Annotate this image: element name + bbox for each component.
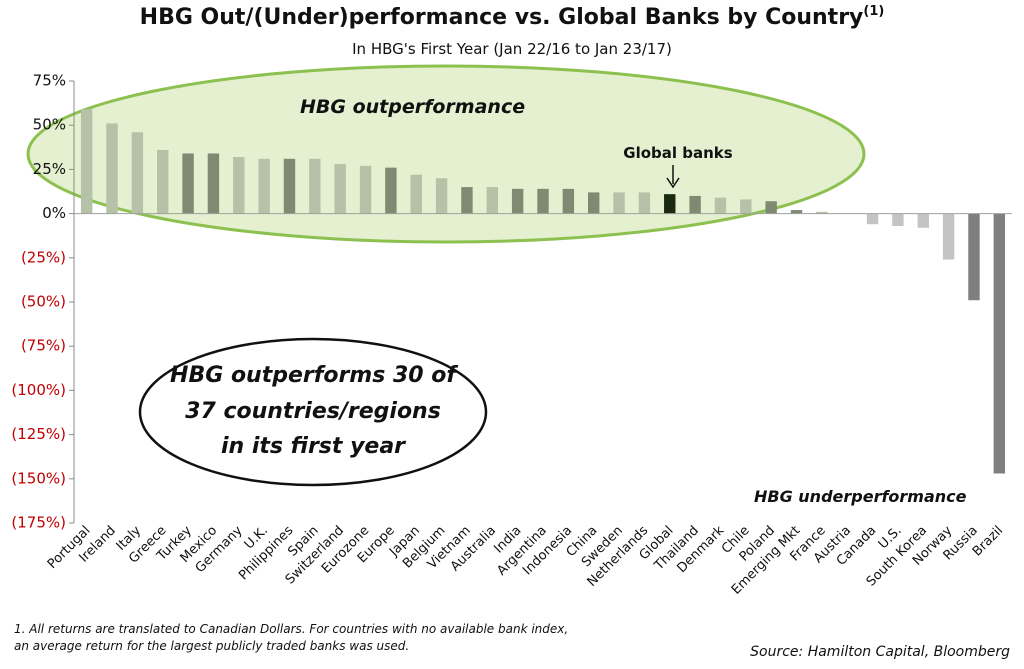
chart-title-text: HBG Out/(Under)performance vs. Global Ba… (139, 5, 864, 30)
outperformance-ellipse (26, 64, 866, 244)
bar-thailand (689, 195, 701, 214)
footnote-line-1: 1. All returns are translated to Canadia… (14, 622, 569, 636)
bar-norway (942, 213, 955, 260)
bar-canada (866, 213, 879, 225)
bar-portugal (80, 109, 93, 214)
bar-france (816, 211, 828, 214)
bar-belgium (435, 178, 448, 214)
outperformance-label: HBG outperformance (300, 96, 525, 118)
y-tick-label: (125%) (11, 425, 66, 443)
bar-global (664, 194, 676, 214)
y-tick-label: (50%) (21, 293, 66, 311)
footnote: 1. All returns are translated to Canadia… (14, 621, 654, 655)
bar-vietnam (461, 187, 473, 214)
bar-emerging-mkt (790, 210, 803, 214)
source-note: Source: Hamilton Capital, Bloomberg (750, 644, 1010, 660)
bar-china (587, 192, 600, 214)
bar-philippines (283, 158, 296, 214)
bar-brazil (993, 213, 1006, 474)
bar-u-s (892, 213, 904, 226)
global-banks-arrow (666, 165, 680, 189)
chart-subtitle: In HBG's First Year (Jan 22/16 to Jan 23… (352, 40, 672, 58)
callout-line-3: in its first year (221, 434, 406, 459)
callout-line-2: 37 countries/regions (185, 399, 441, 424)
bar-mexico (207, 153, 220, 214)
global-banks-label: Global banks (623, 144, 732, 162)
bar-poland (765, 201, 777, 214)
bar-greece (157, 149, 169, 214)
bar-india (511, 188, 524, 214)
bar-switzerland (334, 164, 346, 214)
chart-title: HBG Out/(Under)performance vs. Global Ba… (0, 4, 1024, 30)
bar-spain (309, 158, 321, 214)
y-tick-label: (25%) (21, 248, 66, 266)
y-tick-label: (100%) (11, 381, 66, 399)
bar-sweden (613, 192, 625, 214)
bar-netherlands (638, 192, 651, 214)
bar-indonesia (562, 188, 575, 214)
y-axis: 75% 50% 25% 0% (25%) (50%) (75%) (100%) (125%) (1… (11, 72, 1012, 532)
y-tick-label: (175%) (11, 514, 66, 532)
callout-line-1: HBG outperforms 30 of (170, 363, 458, 388)
chart-title-superscript: (1) (863, 4, 885, 19)
footnote-line-2: an average return for the largest public… (14, 639, 410, 653)
bar-turkey (182, 153, 194, 214)
y-tick-label: 0% (42, 204, 66, 222)
bar-ireland (106, 123, 118, 214)
bar-italy (131, 132, 144, 214)
bar-germany (233, 157, 245, 214)
x-axis-labels: PortugalIrelandItalyGreeceTurkeyMexicoGe… (45, 523, 1006, 598)
y-tick-label: 50% (33, 116, 66, 134)
bar-eurozone (359, 165, 372, 214)
bar-japan (410, 174, 422, 214)
y-tick-label: 75% (33, 72, 66, 90)
y-tick-label: (150%) (11, 469, 66, 487)
underperformance-label: HBG underperformance (754, 487, 967, 506)
y-tick-label: 25% (33, 160, 66, 178)
bar-u-k (258, 158, 270, 214)
bar-australia (486, 187, 499, 214)
y-tick-label: (75%) (21, 337, 66, 355)
bar-denmark (714, 197, 727, 214)
bar-russia (968, 213, 980, 301)
bar-argentina (537, 188, 549, 214)
bars-group (80, 109, 1006, 474)
bar-south-korea (917, 213, 929, 228)
callout-ellipse (138, 337, 488, 487)
bar-europe (385, 167, 397, 214)
bar-chile (740, 199, 752, 214)
